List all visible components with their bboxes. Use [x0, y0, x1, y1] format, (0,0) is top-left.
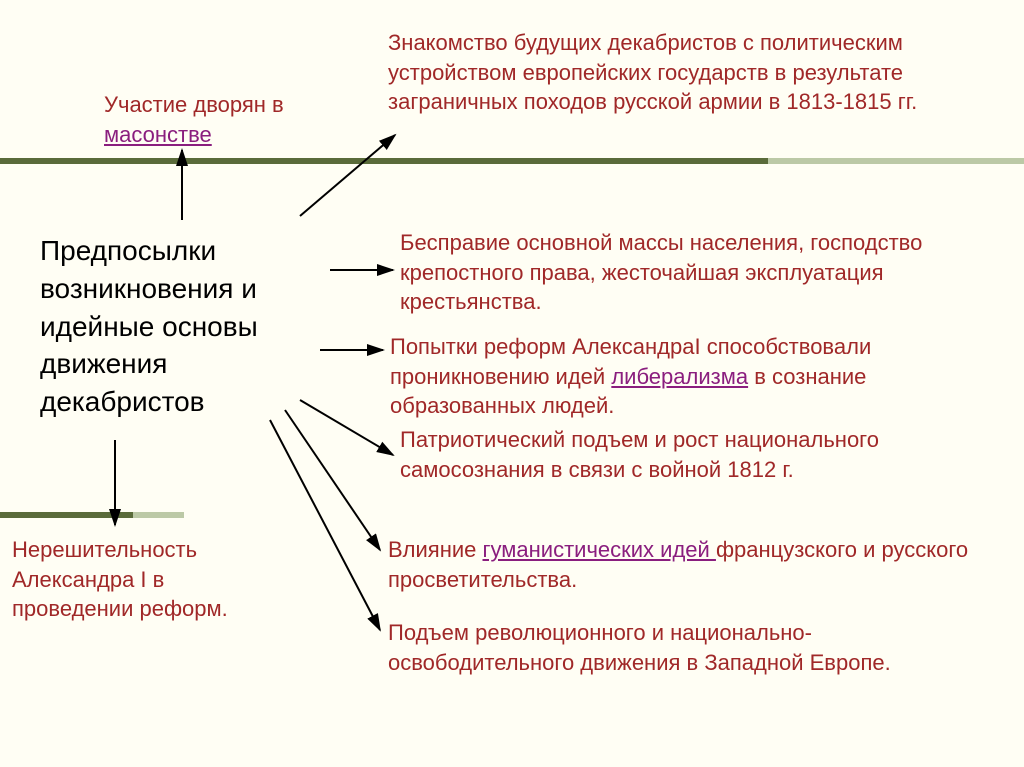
node-human: Влияние гуманистических идей французског… [388, 535, 988, 594]
bar-bot-dark [0, 512, 133, 518]
bar-bot-light [133, 512, 184, 518]
masonry-pre: Участие дворян в [104, 92, 284, 117]
node-patriot: Патриотический подъем и рост национально… [400, 425, 900, 484]
node-serfdom: Бесправие основной массы населения, госп… [400, 228, 970, 317]
human-pre: Влияние [388, 537, 483, 562]
masonry-link[interactable]: масонстве [104, 122, 212, 147]
center-title: Предпосылкивозникновения иидейные основы… [40, 232, 340, 421]
bar-top-dark [0, 158, 768, 164]
node-europe: Знакомство будущих декабристов с политич… [388, 28, 988, 117]
arrow-6 [270, 420, 380, 630]
node-liberal: Попытки реформ АлександраI способствовал… [390, 332, 990, 421]
node-revol: Подъем революционного и национально-осво… [388, 618, 948, 677]
liberal-link[interactable]: либерализма [611, 364, 748, 389]
node-masonry: Участие дворян в масонстве [104, 90, 334, 149]
bar-top-light [768, 158, 1024, 164]
human-link[interactable]: гуманистических идей [483, 537, 716, 562]
node-alex: Нерешительность Александра I в проведени… [12, 535, 272, 624]
center-title-text: Предпосылкивозникновения иидейные основы… [40, 235, 258, 417]
arrow-5 [285, 410, 380, 550]
